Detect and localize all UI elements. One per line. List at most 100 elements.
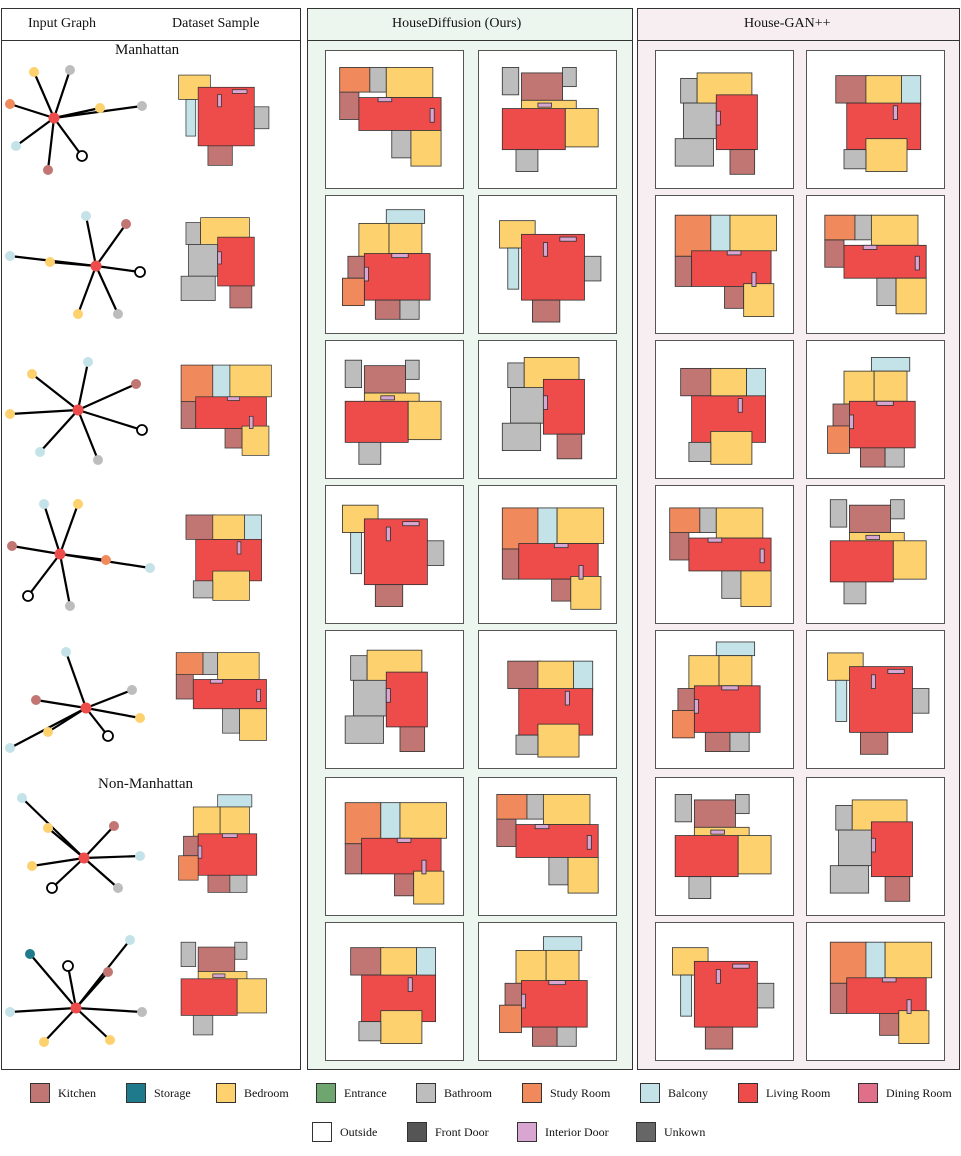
study-room [669, 507, 701, 533]
balcony-room [350, 532, 363, 575]
graph-edge [95, 265, 119, 315]
graph-edge [85, 688, 133, 710]
graph-edge [95, 264, 141, 274]
graph-edge [31, 373, 79, 411]
living-room [521, 233, 585, 301]
legend-item-interior-door: Interior Door [517, 1122, 609, 1142]
balcony-room [385, 209, 426, 224]
graph-node-bathroom [65, 65, 75, 75]
living-room [358, 97, 442, 131]
interior_door-room [212, 973, 226, 978]
result-plan-r2-c4-svg [824, 214, 927, 315]
dataset-sample-plan-4-svg [185, 514, 262, 601]
bathroom-room [674, 138, 714, 167]
bedroom-room [898, 1010, 930, 1044]
living-room [542, 378, 585, 435]
graph-node-bathroom [113, 309, 123, 319]
balcony-room [244, 514, 262, 543]
bathroom-room [876, 277, 897, 307]
kitchen-room [339, 91, 360, 120]
study-room [180, 364, 214, 403]
result-plan-r7-c1 [325, 922, 464, 1061]
dataset-sample-plan-5 [164, 638, 286, 760]
dataset-sample-plan-3 [164, 348, 286, 470]
result-plan-r7-c1-svg [350, 947, 437, 1044]
graph-node-outside [62, 960, 74, 972]
dataset-sample-plan-7-svg [180, 941, 267, 1036]
kitchen-room [532, 299, 561, 323]
graph-edge [15, 117, 55, 147]
kitchen-room [884, 876, 911, 902]
graph-edge [42, 503, 62, 555]
bedroom-room [865, 75, 902, 104]
living-room [870, 821, 913, 878]
interior_door-room [222, 833, 238, 838]
result-plan-r3-c2 [478, 340, 617, 479]
graph-node-balcony [83, 357, 93, 367]
result-plan-r3-c3-svg [680, 367, 767, 465]
input-panel [1, 8, 301, 1070]
graph-node-balcony [81, 211, 91, 221]
graph-node-living [80, 702, 92, 714]
bathroom-room [680, 77, 698, 104]
bathroom-room [843, 149, 867, 170]
bedroom-room [358, 222, 390, 257]
bathroom-room [688, 441, 712, 462]
legend-swatch [416, 1083, 436, 1103]
interior_door-room [542, 395, 548, 410]
graph-node-kitchen [31, 695, 41, 705]
legend-item-storage: Storage [126, 1083, 191, 1103]
graph-node-bedroom [27, 369, 37, 379]
bathroom-room [674, 794, 693, 823]
living-room [691, 250, 772, 287]
legend-swatch [522, 1083, 542, 1103]
bathroom-room [890, 499, 905, 520]
bedroom-room [515, 949, 547, 984]
interior_door-room [914, 255, 920, 271]
legend-swatch [636, 1122, 656, 1142]
bathroom-room [562, 67, 577, 88]
result-plan-r4-c3-svg [669, 507, 772, 607]
result-plan-r2-c1-svg [342, 209, 431, 320]
interior_door-room [862, 244, 878, 250]
kitchen-room [175, 674, 194, 700]
kitchen-room [835, 75, 870, 104]
result-plan-r5-c1 [325, 630, 464, 769]
bathroom-room [180, 275, 216, 301]
balcony-room [715, 641, 756, 657]
interior_door-room [249, 415, 254, 429]
legend-item-dining-room: Dining Room [858, 1083, 952, 1103]
result-plan-r4-c3 [655, 485, 794, 624]
kitchen-room [183, 835, 199, 857]
kitchen-room [347, 255, 365, 279]
bathroom-room [358, 441, 382, 465]
living-room [197, 86, 255, 147]
bathroom-room [735, 794, 750, 815]
study-room [824, 214, 856, 241]
bathroom-room [526, 794, 544, 820]
bathroom-room [399, 299, 420, 320]
living-room [385, 671, 428, 728]
graph-edge [64, 651, 88, 709]
legend-label: Kitchen [58, 1085, 96, 1100]
graph-edge [83, 825, 115, 859]
bathroom-room [884, 447, 905, 468]
graph-node-kitchen [131, 379, 141, 389]
bedroom-room [380, 947, 417, 976]
result-plan-r7-c2 [478, 922, 617, 1061]
result-plan-r3-c4-svg [827, 357, 916, 468]
living-room [515, 824, 599, 858]
header-housediffusion: HouseDiffusion (Ours) [392, 16, 522, 31]
bathroom-room [835, 804, 853, 831]
legend-item-study-room: Study Room [522, 1083, 610, 1103]
dataset-sample-plan-6 [164, 785, 286, 907]
interior_door-room [197, 845, 203, 859]
bathroom-room [515, 149, 539, 172]
graph-node-living [54, 548, 66, 560]
bedroom-room [380, 1010, 423, 1044]
result-plan-r2-c2-svg [499, 220, 602, 323]
interior_door-room [737, 398, 743, 413]
result-plan-r1-c1-svg [339, 67, 442, 167]
interior_door-room [881, 977, 897, 983]
living-room [849, 666, 913, 733]
